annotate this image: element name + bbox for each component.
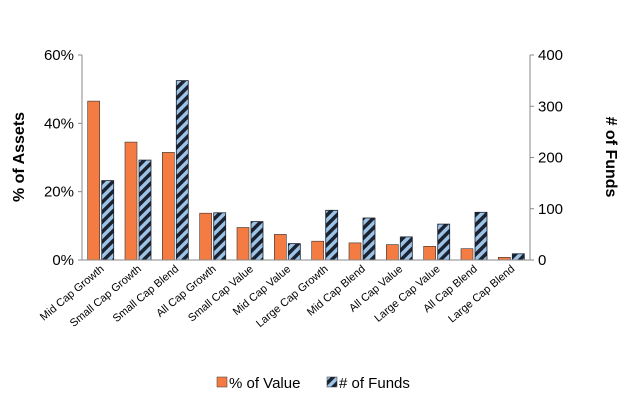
bar-value-2 [162, 152, 175, 261]
right-tick-label: 300 [538, 98, 563, 115]
bar-value-3 [199, 212, 212, 261]
left-axis-title: % of Assets [11, 112, 28, 202]
bar-funds-5 [287, 243, 301, 261]
right-tick-label: 0 [538, 252, 546, 269]
bar-funds-2 [175, 80, 189, 261]
left-tick-label: 60% [44, 47, 74, 64]
category-label: Large Cap Blend [446, 263, 517, 325]
category-label: Mid Cap Growth [38, 263, 107, 323]
bar-funds-0 [101, 180, 115, 261]
bar-funds-3 [213, 212, 227, 261]
bar-value-9 [423, 246, 437, 261]
legend-label-funds: # of Funds [339, 375, 410, 392]
plot-area [87, 80, 525, 261]
bar-value-4 [236, 227, 250, 261]
legend: % of Value # of Funds [216, 375, 410, 392]
left-axis-ticks: 0% 20% 40% 60% [44, 47, 82, 269]
bar-funds-6 [325, 209, 339, 261]
legend-label-value: % of Value [229, 375, 300, 392]
right-axis-title: # of Funds [602, 117, 619, 198]
left-tick-label: 0% [52, 252, 74, 269]
bar-value-8 [385, 244, 399, 261]
category-label: Small Cap Value [186, 263, 256, 324]
legend-swatch-funds [326, 376, 338, 388]
legend-swatch-value [216, 376, 228, 388]
bar-funds-1 [138, 159, 152, 261]
category-label: Small Cap Blend [111, 263, 181, 325]
right-axis-ticks: 0 100 200 300 400 [530, 47, 563, 269]
left-tick-label: 20% [44, 184, 74, 201]
category-label: Large Cap Value [372, 263, 442, 325]
bar-funds-11 [511, 253, 525, 261]
bar-funds-7 [362, 217, 376, 261]
bar-funds-4 [250, 221, 264, 261]
bar-funds-10 [474, 211, 488, 261]
right-tick-label: 200 [538, 150, 563, 167]
bar-funds-9 [437, 223, 451, 261]
bar-value-10 [460, 248, 474, 261]
bar-value-1 [124, 141, 138, 261]
bar-value-5 [273, 234, 287, 261]
bar-value-7 [348, 242, 362, 261]
right-tick-label: 100 [538, 201, 563, 218]
bar-value-0 [87, 100, 100, 261]
right-tick-label: 400 [538, 47, 563, 64]
bar-funds-8 [399, 236, 413, 261]
bar-value-6 [311, 240, 325, 261]
left-tick-label: 40% [44, 115, 74, 132]
